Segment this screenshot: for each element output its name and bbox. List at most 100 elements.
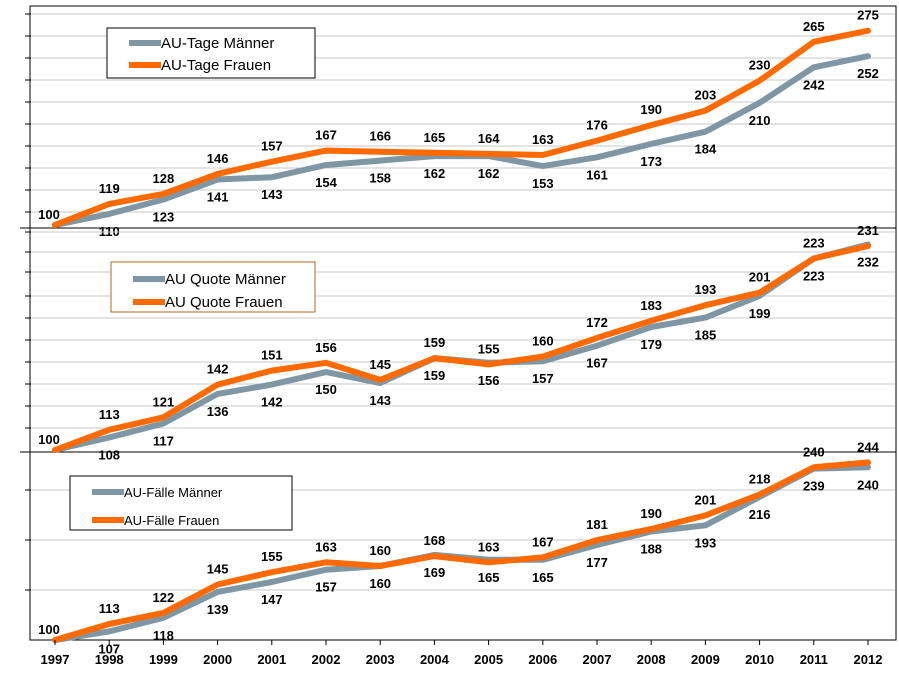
legend-label: AU-Fälle Männer: [124, 485, 223, 500]
data-label: 164: [478, 131, 500, 146]
data-label: 188: [640, 542, 662, 557]
x-tick-label: 2007: [583, 652, 612, 667]
data-label: 157: [532, 371, 554, 386]
x-tick-label: 1999: [149, 652, 178, 667]
data-label: 240: [803, 444, 825, 459]
series-line-women: [52, 27, 871, 228]
data-label: 159: [424, 368, 446, 383]
data-label: 113: [99, 601, 120, 616]
data-label: 173: [640, 154, 662, 169]
legend: AU-Fälle Männer AU-Fälle Frauen: [69, 475, 293, 531]
plot-border: [29, 5, 897, 641]
data-label: 185: [695, 328, 717, 343]
data-label: 244: [857, 439, 879, 454]
data-label: 100: [38, 207, 60, 222]
data-label: 275: [857, 8, 879, 23]
data-label: 163: [478, 539, 500, 554]
data-label: 156: [315, 340, 337, 355]
legend: AU-Tage Männer AU-Tage Frauen: [106, 27, 316, 79]
data-label: 162: [424, 166, 446, 181]
x-tick-label: 2009: [691, 652, 720, 667]
data-label: 163: [315, 539, 337, 554]
data-label: 110: [99, 224, 120, 239]
data-label: 113: [99, 407, 120, 422]
x-tick-label: 1998: [95, 652, 124, 667]
data-label: 118: [153, 628, 174, 643]
data-label: 190: [640, 102, 662, 117]
x-tick-label: 1997: [41, 652, 70, 667]
data-label: 218: [749, 472, 771, 487]
data-label: 123: [153, 210, 175, 225]
data-label: 165: [532, 570, 554, 585]
data-label: 155: [261, 549, 283, 564]
data-label: 159: [424, 335, 446, 350]
data-label: 167: [532, 534, 554, 549]
data-label: 151: [261, 348, 283, 363]
data-label: 199: [749, 306, 771, 321]
data-label: 252: [857, 66, 879, 81]
data-label: 165: [424, 130, 446, 145]
data-label: 147: [261, 592, 283, 607]
data-label: 181: [586, 517, 608, 532]
data-label: 168: [424, 533, 446, 548]
data-label: 177: [586, 555, 608, 570]
data-label: 166: [369, 129, 391, 144]
data-label: 108: [98, 448, 120, 463]
data-label: 239: [803, 479, 825, 494]
data-label: 176: [586, 118, 608, 133]
data-label: 160: [369, 576, 391, 591]
legend-box: [106, 27, 316, 79]
x-tick-label: 2010: [745, 652, 774, 667]
data-label: 160: [532, 334, 554, 349]
data-label: 157: [261, 139, 283, 154]
data-label: 223: [803, 269, 825, 284]
x-tick-label: 2005: [474, 652, 503, 667]
data-label: 169: [424, 565, 446, 580]
data-label: 165: [478, 570, 500, 585]
legend-label: AU Quote Frauen: [165, 294, 283, 311]
data-label: 190: [640, 506, 662, 521]
x-tick-label: 2006: [528, 652, 557, 667]
data-label: 160: [369, 543, 391, 558]
legend-label: AU-Tage Frauen: [161, 57, 271, 74]
data-label: 155: [478, 341, 500, 356]
x-tick-label: 2011: [800, 652, 828, 667]
data-label: 119: [99, 181, 120, 196]
data-label: 153: [532, 176, 554, 191]
legend-label: AU Quote Männer: [165, 271, 286, 288]
data-label: 203: [695, 88, 717, 103]
data-label: 139: [207, 602, 229, 617]
x-tick-label: 2001: [257, 652, 286, 667]
x-tick-label: 2008: [637, 652, 666, 667]
data-label: 216: [749, 507, 771, 522]
data-label: 210: [749, 113, 771, 128]
data-label: 121: [153, 394, 175, 409]
data-label: 100: [38, 432, 60, 447]
data-label: 145: [369, 357, 391, 372]
data-label: 193: [695, 282, 717, 297]
data-label: 223: [803, 236, 825, 251]
chart-panel-3: 107 118 139 147 157 160 169 165 165 177 188 193 216 2…: [25, 439, 895, 656]
data-label: 117: [153, 434, 174, 449]
data-label: 240: [857, 477, 879, 492]
chart-panel-2: 108 117 136 142 150 143 159 156 157 167 179 185 199 2…: [25, 223, 895, 463]
data-label: 154: [315, 175, 337, 190]
x-tick-label: 2012: [854, 652, 883, 667]
data-label: 184: [695, 142, 717, 157]
data-label: 143: [369, 393, 391, 408]
data-label: 183: [640, 298, 662, 313]
series-line-men: [52, 53, 871, 228]
data-label: 100: [38, 622, 60, 637]
data-label: 201: [695, 492, 717, 507]
x-tick-label: 2003: [366, 652, 395, 667]
data-label: 142: [207, 362, 229, 377]
data-label: 163: [532, 132, 554, 147]
data-label: 167: [586, 356, 608, 371]
data-label: 161: [586, 167, 608, 182]
data-label: 141: [207, 190, 229, 205]
data-label: 162: [478, 166, 500, 181]
data-label: 146: [207, 151, 229, 166]
data-label: 128: [153, 171, 175, 186]
